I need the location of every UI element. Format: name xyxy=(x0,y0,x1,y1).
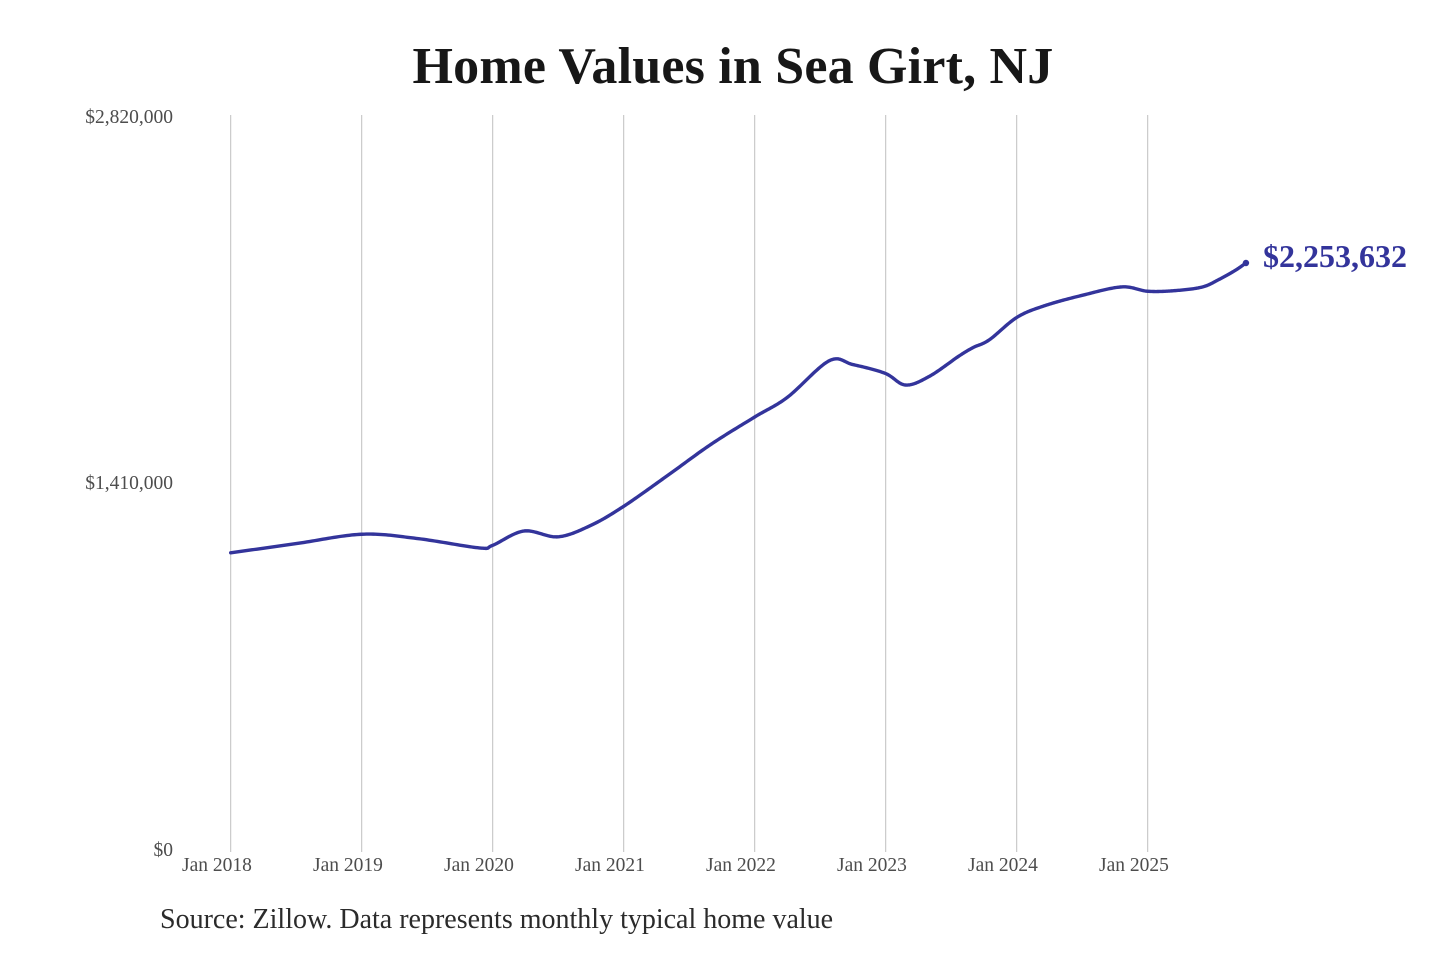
svg-text:Jan 2024: Jan 2024 xyxy=(968,855,1038,876)
svg-text:Jan 2021: Jan 2021 xyxy=(575,855,645,876)
svg-text:$1,410,000: $1,410,000 xyxy=(85,473,173,494)
svg-text:Jan 2022: Jan 2022 xyxy=(706,855,776,876)
svg-text:Jan 2025: Jan 2025 xyxy=(1099,855,1169,876)
svg-text:Jan 2023: Jan 2023 xyxy=(837,855,907,876)
svg-text:Jan 2018: Jan 2018 xyxy=(182,855,252,876)
svg-text:Jan 2020: Jan 2020 xyxy=(444,855,514,876)
svg-text:Jan 2019: Jan 2019 xyxy=(313,855,383,876)
svg-text:$2,820,000: $2,820,000 xyxy=(85,107,173,128)
svg-text:$0: $0 xyxy=(154,840,174,861)
